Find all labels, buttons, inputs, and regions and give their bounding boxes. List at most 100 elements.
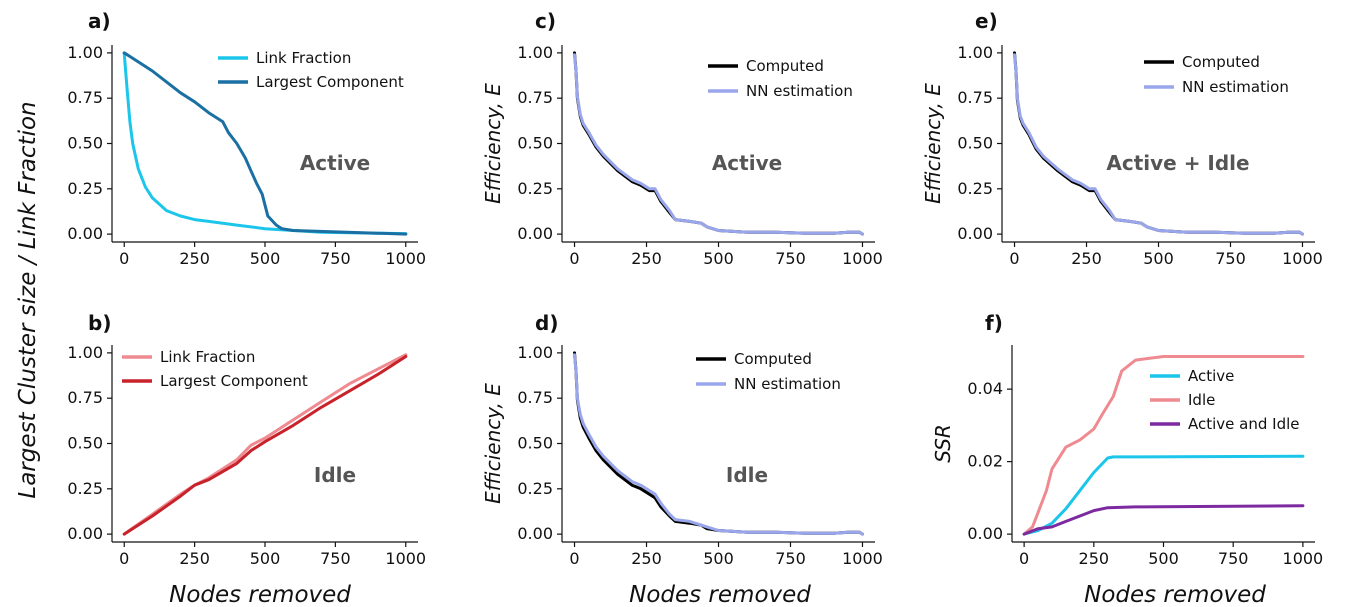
- x-tick-label: 500: [1143, 249, 1174, 268]
- legend-label: Largest Component: [256, 73, 404, 91]
- x-tick-label: 1000: [1283, 549, 1324, 568]
- panel-annotation: Active + Idle: [1106, 151, 1249, 175]
- legend-label: Largest Component: [160, 372, 308, 390]
- legend-label: Active: [1188, 367, 1234, 385]
- panel-e: 0 250 500 750 1000 0.00 0.25 0.50 0.75 1.00 Comput…: [921, 9, 1323, 268]
- y-tick-label: 0.00: [517, 224, 553, 243]
- panel-letter: d): [535, 311, 558, 335]
- y-tick-label: 0.00: [67, 524, 103, 543]
- x-tick-label: 500: [1148, 549, 1179, 568]
- x-tick-label: 500: [250, 549, 281, 568]
- y-tick-label: 0.75: [67, 88, 103, 107]
- panel-letter: b): [88, 311, 111, 335]
- figure-x-label-middle: Nodes removed: [629, 582, 811, 607]
- x-tick-label: 500: [703, 249, 734, 268]
- y-tick-label: 0.00: [67, 224, 103, 243]
- series-line-largest-component: [122, 355, 408, 536]
- y-tick-label: 1.00: [67, 43, 103, 62]
- series-line-active-and-idle: [1022, 504, 1305, 536]
- panel-letter: f): [985, 311, 1003, 335]
- x-tick-label: 500: [703, 549, 734, 568]
- series-line-nn-estimation: [573, 53, 864, 236]
- x-tick-label: 1000: [842, 249, 883, 268]
- series-line-nn-estimation: [573, 353, 864, 536]
- panel-y-label: Efficiency, E: [481, 383, 505, 504]
- panel-y-label: Efficiency, E: [921, 83, 945, 204]
- x-tick-label: 1000: [385, 249, 426, 268]
- y-tick-label: 0.50: [517, 434, 553, 453]
- panel-annotation: Idle: [726, 463, 768, 487]
- series-line-idle: [1022, 355, 1305, 536]
- chart-panels: 0 250 500 750 1000 0.00 0.25 0.50 0.75 1.00 Link F…: [67, 9, 1323, 568]
- y-tick-label: 0.25: [957, 179, 993, 198]
- y-tick-label: 0.50: [67, 434, 103, 453]
- panel-f: 0 250 500 750 1000 0.00 0.02 0.04 Active Idle Acti…: [931, 311, 1323, 568]
- y-tick-label: 0.25: [67, 179, 103, 198]
- x-tick-label: 0: [119, 249, 129, 268]
- panel-d: 0 250 500 750 1000 0.00 0.25 0.50 0.75 1.00 Comput…: [481, 311, 883, 568]
- x-tick-label: 500: [250, 249, 281, 268]
- x-tick-label: 1000: [385, 549, 426, 568]
- legend-label: Link Fraction: [256, 49, 351, 67]
- y-tick-label: 0.25: [67, 479, 103, 498]
- legend-label: NN estimation: [1182, 78, 1289, 96]
- y-tick-label: 0.00: [967, 524, 1003, 543]
- x-tick-label: 250: [631, 249, 662, 268]
- y-tick-label: 0.75: [67, 388, 103, 407]
- x-tick-label: 0: [1009, 249, 1019, 268]
- figure-x-label-right: Nodes removed: [1084, 582, 1266, 607]
- y-tick-label: 0.50: [957, 134, 993, 153]
- legend-label: NN estimation: [734, 375, 841, 393]
- legend-label: NN estimation: [746, 82, 853, 100]
- y-tick-label: 0.50: [517, 134, 553, 153]
- y-tick-label: 0.02: [967, 452, 1003, 471]
- panel-letter: e): [975, 9, 998, 33]
- x-tick-label: 250: [179, 549, 210, 568]
- panel-a: 0 250 500 750 1000 0.00 0.25 0.50 0.75 1.00 Link F…: [67, 9, 426, 268]
- x-tick-label: 1000: [1282, 249, 1323, 268]
- y-tick-label: 0.00: [517, 524, 553, 543]
- x-tick-label: 250: [1071, 249, 1102, 268]
- series-line-link-fraction: [122, 353, 408, 536]
- x-tick-label: 0: [119, 549, 129, 568]
- panel-annotation: Active: [300, 151, 370, 175]
- panel-annotation: Active: [712, 151, 782, 175]
- legend-label: Computed: [746, 57, 824, 75]
- x-tick-label: 750: [320, 249, 351, 268]
- x-tick-label: 0: [569, 249, 579, 268]
- panel-letter: a): [88, 9, 111, 33]
- legend-label: Computed: [1182, 53, 1260, 71]
- y-tick-label: 1.00: [517, 43, 553, 62]
- x-tick-label: 1000: [842, 549, 883, 568]
- y-tick-label: 0.75: [957, 88, 993, 107]
- y-tick-label: 0.25: [517, 479, 553, 498]
- y-tick-label: 0.75: [517, 388, 553, 407]
- x-tick-label: 0: [1019, 549, 1029, 568]
- y-tick-label: 1.00: [957, 43, 993, 62]
- y-tick-label: 0.25: [517, 179, 553, 198]
- y-tick-label: 0.50: [67, 134, 103, 153]
- x-tick-label: 750: [775, 549, 806, 568]
- legend-label: Idle: [1188, 391, 1215, 409]
- x-tick-label: 750: [320, 549, 351, 568]
- y-tick-label: 0.00: [957, 224, 993, 243]
- series-line-computed: [573, 51, 864, 236]
- x-tick-label: 750: [1215, 249, 1246, 268]
- y-tick-label: 1.00: [67, 343, 103, 362]
- y-tick-label: 0.75: [517, 88, 553, 107]
- series-line-largest-component: [122, 51, 408, 236]
- y-tick-label: 1.00: [517, 343, 553, 362]
- panel-annotation: Idle: [314, 463, 356, 487]
- x-tick-label: 250: [179, 249, 210, 268]
- legend-label: Active and Idle: [1188, 415, 1300, 433]
- legend-label: Link Fraction: [160, 348, 255, 366]
- y-tick-label: 0.04: [967, 379, 1003, 398]
- panel-c: 0 250 500 750 1000 0.00 0.25 0.50 0.75 1.00 Comput…: [481, 9, 883, 268]
- panel-y-label: Efficiency, E: [481, 83, 505, 204]
- panel-letter: c): [535, 9, 556, 33]
- panel-b: 0 250 500 750 1000 0.00 0.25 0.50 0.75 1.00 Link F…: [67, 311, 426, 568]
- figure-x-label-left: Nodes removed: [169, 582, 351, 607]
- legend-label: Computed: [734, 350, 812, 368]
- series-line-nn-estimation: [1013, 53, 1304, 236]
